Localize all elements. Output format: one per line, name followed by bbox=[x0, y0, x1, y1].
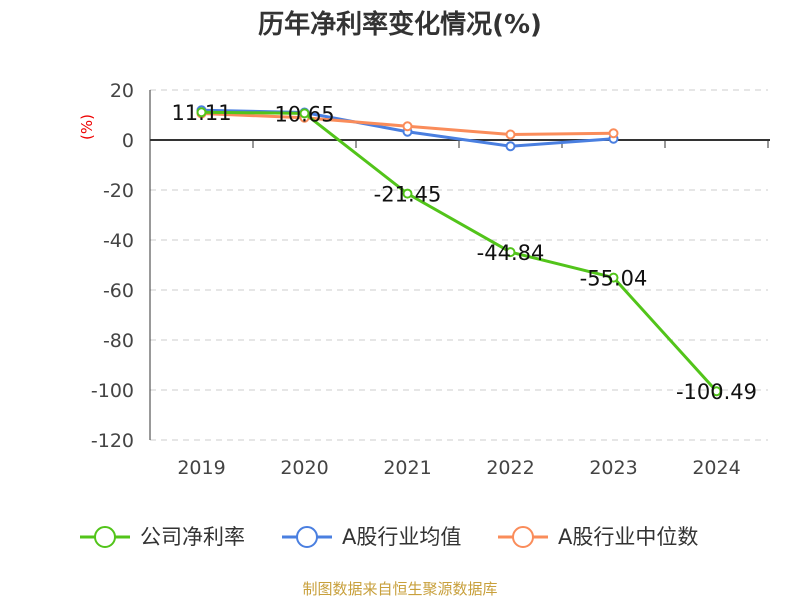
series-line-0 bbox=[201, 110, 718, 393]
y-tick-label: -100 bbox=[91, 380, 134, 402]
data-point bbox=[196, 107, 207, 118]
data-point bbox=[505, 129, 516, 140]
x-tick-label: 2021 bbox=[383, 457, 431, 479]
y-tick-label: 0 bbox=[122, 130, 134, 152]
data-label: -100.49 bbox=[676, 380, 757, 404]
source-note: 制图数据来自恒生聚源数据库 bbox=[302, 580, 498, 598]
y-tick-label: -80 bbox=[103, 330, 134, 352]
legend-label: A股行业均值 bbox=[342, 525, 461, 549]
legend-marker bbox=[94, 526, 116, 548]
y-tick-label: -60 bbox=[103, 280, 134, 302]
legend-label: 公司净利率 bbox=[140, 525, 245, 549]
data-point bbox=[711, 386, 722, 397]
data-point bbox=[299, 108, 310, 119]
y-tick-label: -20 bbox=[103, 180, 134, 202]
x-tick-label: 2023 bbox=[589, 457, 637, 479]
data-point bbox=[608, 128, 619, 139]
data-label: -21.45 bbox=[374, 183, 442, 207]
data-point bbox=[608, 272, 619, 283]
data-label: -55.04 bbox=[580, 267, 648, 291]
data-point bbox=[402, 188, 413, 199]
data-label: 11.11 bbox=[171, 101, 231, 125]
legend-marker bbox=[296, 526, 318, 548]
y-tick-label: 20 bbox=[110, 80, 134, 102]
data-label: 10.65 bbox=[274, 102, 334, 126]
data-label: -44.84 bbox=[477, 241, 545, 265]
data-point bbox=[402, 121, 413, 132]
legend-marker bbox=[512, 526, 534, 548]
data-point bbox=[505, 141, 516, 152]
x-tick-label: 2019 bbox=[177, 457, 225, 479]
legend-label: A股行业中位数 bbox=[558, 525, 698, 549]
y-axis-label: (%) bbox=[78, 114, 96, 140]
data-point bbox=[505, 247, 516, 258]
x-tick-label: 2024 bbox=[692, 457, 740, 479]
x-tick-label: 2022 bbox=[486, 457, 534, 479]
x-tick-label: 2020 bbox=[280, 457, 328, 479]
y-tick-label: -40 bbox=[103, 230, 134, 252]
chart-title: 历年净利率变化情况(%) bbox=[258, 10, 542, 40]
y-tick-label: -120 bbox=[91, 430, 134, 452]
